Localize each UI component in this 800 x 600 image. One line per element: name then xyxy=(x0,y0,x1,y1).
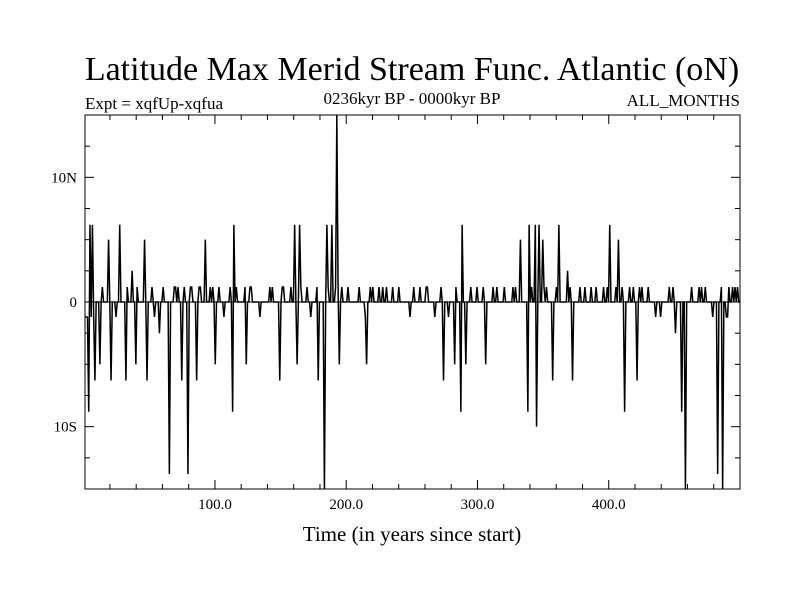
x-tick-label: 100.0 xyxy=(198,497,232,513)
months-label: ALL_MONTHS xyxy=(627,91,740,110)
chart-title: Latitude Max Merid Stream Func. Atlantic… xyxy=(85,51,739,88)
x-axis-label: Time (in years since start) xyxy=(303,522,522,546)
x-tick-label: 400.0 xyxy=(592,497,626,513)
y-tick-label: 0 xyxy=(70,295,78,311)
period-label: 0236kyr BP - 0000kyr BP xyxy=(324,89,501,108)
y-tick-label: 10N xyxy=(51,170,77,186)
x-tick-label: 300.0 xyxy=(461,497,495,513)
x-tick-label: 200.0 xyxy=(329,497,363,513)
series-line xyxy=(85,114,740,490)
y-tick-label: 10S xyxy=(54,420,77,436)
plot-frame xyxy=(84,114,741,490)
experiment-label: Expt = xqfUp-xqfua xyxy=(85,94,223,113)
